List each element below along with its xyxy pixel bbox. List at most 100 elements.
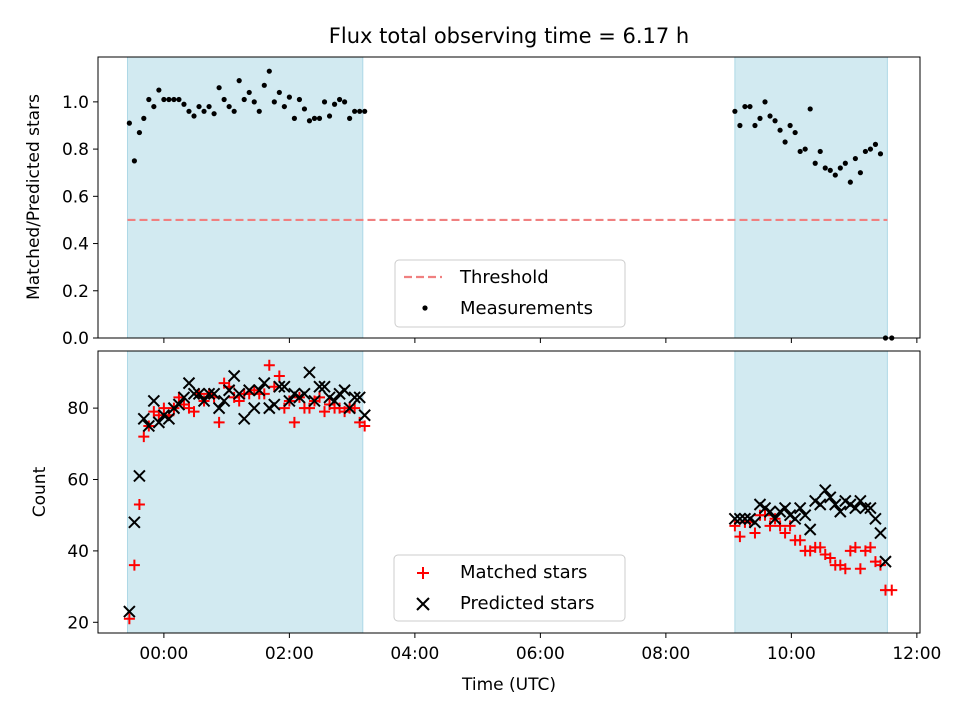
predicted-star-point	[202, 387, 216, 401]
matched-star-point	[764, 520, 776, 532]
matched-star-point	[233, 395, 245, 407]
predicted-star-point	[133, 469, 146, 483]
predicted-star-point	[217, 394, 231, 408]
predicted-star-point	[864, 501, 877, 515]
shaded-span-1	[734, 56, 888, 339]
measurement-point	[321, 99, 328, 105]
measurement-point	[797, 148, 803, 155]
predicted-star-point	[814, 498, 827, 511]
predicted-star-point	[328, 394, 341, 408]
matched-star-point	[314, 391, 326, 403]
measurement-point	[146, 96, 152, 103]
x-axis-label: Time (UTC)	[461, 675, 556, 695]
measurement-points	[126, 68, 895, 341]
measurement-point	[291, 115, 298, 121]
top-y-axis-label: Matched/Predicted stars	[24, 94, 44, 300]
legend-matched-label: Matched stars	[460, 562, 587, 583]
top-y-ticks: 0.0 0.2 0.4 0.6 0.8 1.0	[62, 93, 98, 349]
measurement-point	[171, 96, 177, 103]
predicted-star-point	[182, 376, 196, 390]
top-x-ticks	[163, 338, 918, 343]
predicted-star-point	[303, 366, 316, 379]
chart-title: Flux total observing time = 6.17 h	[329, 24, 689, 48]
measurement-point	[342, 99, 348, 105]
measurement-point	[852, 155, 858, 162]
matched-star-point	[278, 402, 290, 414]
measurement-point	[877, 151, 884, 157]
predicted-star-point	[237, 412, 251, 426]
measurement-point	[857, 170, 863, 176]
predicted-star-point	[253, 384, 266, 397]
measurement-point	[762, 99, 768, 105]
bottom-x-ticks: 00:00 02:00 04:00 06:00 08:00 10:00 12:00	[139, 633, 941, 664]
measurement-point	[186, 108, 192, 114]
measurement-point	[752, 122, 758, 129]
matched-star-point	[886, 584, 898, 596]
legend-predicted-label: Predicted stars	[460, 593, 594, 614]
measurement-point	[181, 101, 187, 107]
y-tick-label: 80	[67, 399, 89, 419]
measurement-point	[261, 82, 267, 88]
matched-star-point	[263, 359, 275, 371]
measurement-point	[221, 96, 227, 103]
predicted-star-point	[803, 523, 817, 536]
matched-star-point	[779, 527, 791, 539]
measurement-point	[872, 141, 879, 147]
predicted-star-point	[172, 398, 186, 411]
measurement-point	[216, 85, 222, 91]
measurement-point	[807, 106, 813, 112]
matched-star-point	[158, 402, 170, 414]
matched-star-point	[814, 541, 826, 553]
predicted-star-point	[248, 401, 261, 415]
y-tick-label: 0.0	[62, 329, 89, 349]
matched-star-point	[319, 406, 331, 418]
predicted-star-point	[268, 398, 281, 411]
measurement-point	[357, 108, 363, 114]
measurement-point	[191, 113, 197, 119]
measurement-point	[151, 103, 157, 110]
top-axes-frame	[97, 56, 921, 339]
measurement-point	[782, 139, 788, 145]
measurement-point	[837, 165, 843, 171]
measurement-point	[231, 108, 237, 114]
predicted-star-point	[243, 384, 256, 397]
predicted-star-point	[222, 384, 236, 397]
x-tick-label: 02:00	[265, 644, 314, 664]
measurement-point	[166, 96, 172, 103]
matched-star-point	[138, 431, 150, 443]
measurement-point	[316, 115, 323, 121]
predicted-star-point	[834, 505, 847, 518]
y-tick-label: 20	[67, 613, 89, 633]
matched-star-point	[759, 509, 771, 521]
predicted-star-point	[879, 555, 892, 568]
measurement-point	[802, 146, 808, 152]
measurement-point	[842, 160, 848, 166]
predicted-star-point	[788, 512, 802, 525]
matched-star-point	[784, 520, 796, 532]
measurement-point	[767, 113, 773, 119]
bottom-panel: 20 40 60 80 00:00 02:00 04:00 06:00 08:00 10:00 1…	[30, 350, 941, 695]
measurement-point	[787, 122, 793, 129]
predicted-star-point	[128, 516, 141, 529]
top-legend: Threshold Measurements	[394, 259, 626, 328]
x-tick-label: 10:00	[767, 644, 816, 664]
measurement-point	[176, 96, 182, 103]
measurement-point	[822, 165, 828, 171]
matched-star-point	[734, 531, 746, 543]
legend-predicted-swatch	[416, 597, 430, 611]
measurement-point	[792, 129, 798, 136]
predicted-star-point	[778, 501, 792, 515]
measurement-point	[286, 94, 292, 100]
measurement-point	[296, 96, 303, 103]
matched-star-point	[133, 498, 145, 510]
legend-measurements-label: Measurements	[460, 298, 593, 319]
measurement-point	[256, 108, 262, 114]
x-tick-label: 08:00	[641, 644, 690, 664]
legend-matched-swatch	[417, 567, 429, 579]
matched-star-point	[824, 552, 836, 564]
predicted-star-point	[358, 409, 371, 422]
predicted-star-point	[748, 516, 762, 529]
measurement-point	[241, 96, 247, 103]
predicted-star-point	[854, 494, 867, 508]
